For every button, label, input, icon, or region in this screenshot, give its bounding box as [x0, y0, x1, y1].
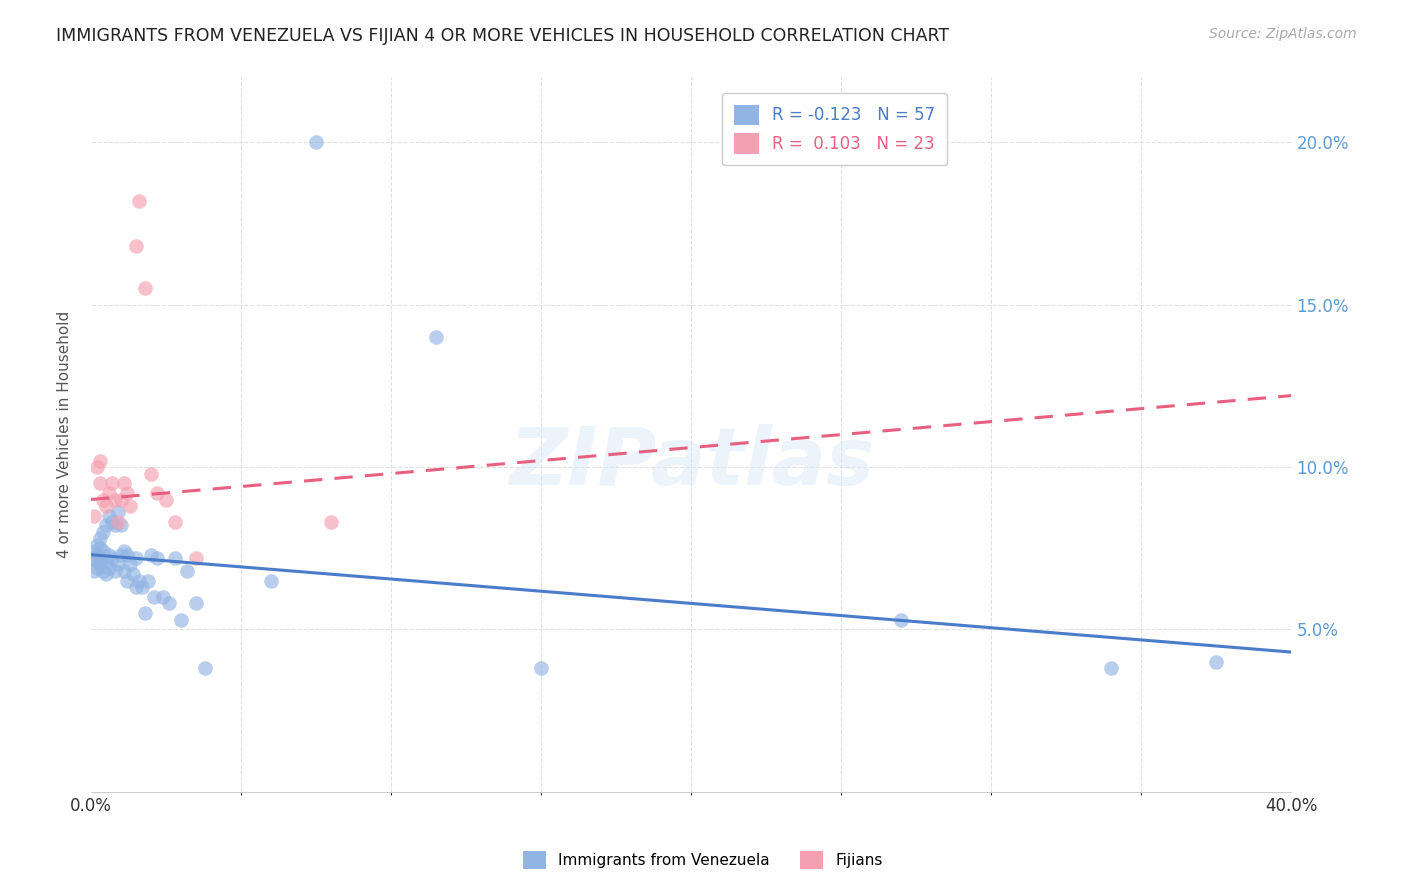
Point: [152, 590, 174, 604]
Point: [89, 453, 111, 467]
Point: [136, 574, 159, 588]
Point: [118, 558, 141, 572]
Text: ZIPatlas: ZIPatlas: [509, 424, 873, 502]
Point: [91, 492, 114, 507]
Point: [83, 508, 105, 523]
Point: [118, 499, 141, 513]
Point: [94, 554, 117, 568]
Point: [184, 550, 207, 565]
Point: [890, 613, 912, 627]
Point: [94, 499, 117, 513]
Point: [115, 486, 138, 500]
Point: [83, 544, 105, 558]
Point: [97, 548, 120, 562]
Point: [104, 564, 127, 578]
Point: [112, 476, 135, 491]
Point: [194, 661, 217, 675]
Legend: R = -0.123   N = 57, R =  0.103   N = 23: R = -0.123 N = 57, R = 0.103 N = 23: [723, 93, 948, 165]
Point: [86, 548, 108, 562]
Point: [128, 194, 150, 208]
Point: [260, 574, 283, 588]
Point: [91, 524, 114, 539]
Point: [110, 518, 132, 533]
Point: [125, 580, 148, 594]
Point: [425, 330, 447, 344]
Point: [155, 492, 177, 507]
Point: [163, 550, 186, 565]
Point: [86, 460, 108, 475]
Point: [176, 564, 198, 578]
Point: [143, 590, 166, 604]
Point: [115, 548, 138, 562]
Point: [107, 506, 129, 520]
Point: [101, 550, 124, 565]
Point: [89, 532, 111, 546]
Point: [86, 560, 108, 574]
Point: [91, 544, 114, 558]
Point: [131, 580, 153, 594]
Point: [163, 515, 186, 529]
Point: [170, 613, 193, 627]
Point: [83, 564, 105, 578]
Point: [86, 538, 108, 552]
Point: [91, 564, 114, 578]
Point: [305, 136, 328, 150]
Point: [1099, 661, 1122, 675]
Point: [89, 558, 111, 572]
Point: [104, 518, 127, 533]
Text: Source: ZipAtlas.com: Source: ZipAtlas.com: [1209, 27, 1357, 41]
Point: [139, 467, 162, 481]
Point: [110, 492, 132, 507]
Point: [86, 554, 108, 568]
Point: [97, 486, 120, 500]
Point: [97, 560, 120, 574]
Point: [128, 574, 150, 588]
Point: [146, 486, 169, 500]
Point: [115, 574, 138, 588]
Text: IMMIGRANTS FROM VENEZUELA VS FIJIAN 4 OR MORE VEHICLES IN HOUSEHOLD CORRELATION : IMMIGRANTS FROM VENEZUELA VS FIJIAN 4 OR…: [56, 27, 949, 45]
Point: [83, 550, 105, 565]
Point: [125, 550, 148, 565]
Point: [107, 558, 129, 572]
Point: [104, 492, 127, 507]
Point: [89, 476, 111, 491]
Point: [134, 606, 156, 620]
Point: [112, 564, 135, 578]
Y-axis label: 4 or more Vehicles in Household: 4 or more Vehicles in Household: [58, 311, 72, 558]
Point: [94, 567, 117, 582]
Point: [110, 548, 132, 562]
Point: [319, 515, 342, 529]
Point: [122, 567, 145, 582]
Point: [97, 508, 120, 523]
Point: [101, 476, 124, 491]
Point: [107, 515, 129, 529]
Point: [530, 661, 553, 675]
Point: [139, 548, 162, 562]
Point: [1205, 655, 1227, 669]
Point: [125, 239, 148, 253]
Point: [134, 281, 156, 295]
Point: [112, 544, 135, 558]
Point: [157, 596, 180, 610]
Legend: Immigrants from Venezuela, Fijians: Immigrants from Venezuela, Fijians: [517, 845, 889, 875]
Point: [89, 550, 111, 565]
Point: [146, 550, 169, 565]
Point: [101, 515, 124, 529]
Point: [89, 541, 111, 556]
Point: [184, 596, 207, 610]
Point: [94, 518, 117, 533]
